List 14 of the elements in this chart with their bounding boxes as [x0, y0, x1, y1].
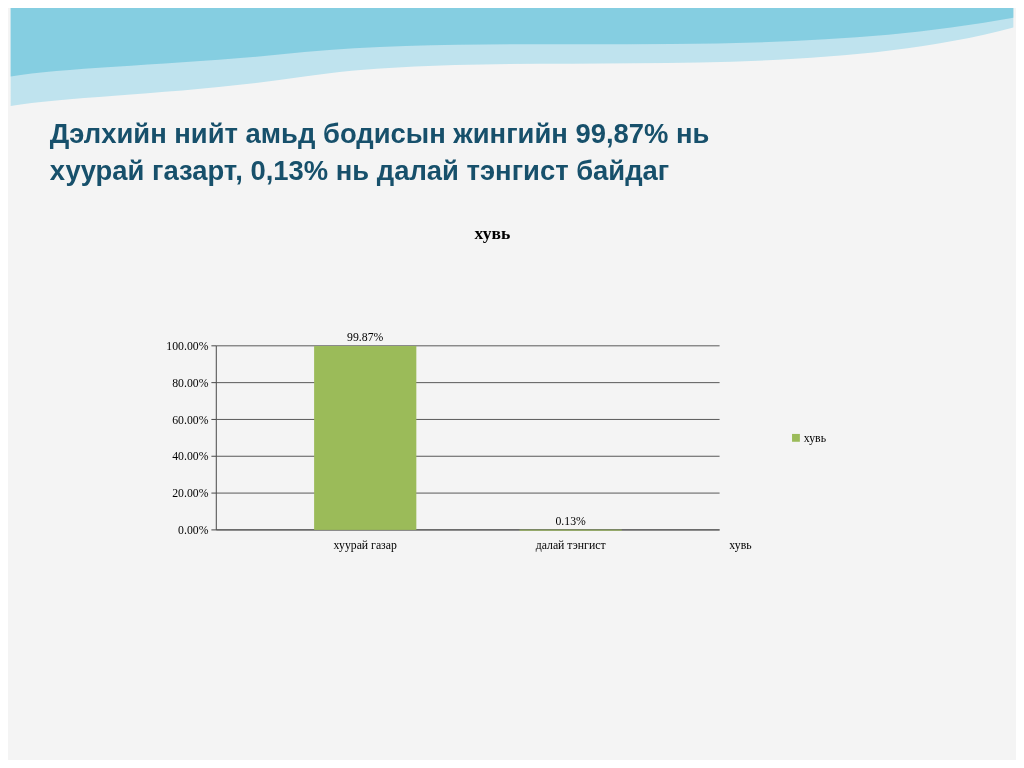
data-label: 0.13%: [555, 514, 587, 528]
legend-label: хувь: [803, 431, 827, 445]
x-tick-label: далай тэнгист: [535, 539, 606, 553]
x-tick-label: хуурай газар: [333, 539, 397, 553]
y-tick-label: 80.00%: [172, 376, 209, 390]
y-tick-label: 100.00%: [166, 339, 209, 353]
chart-subtitle: хувь: [474, 223, 511, 244]
data-label: 99.87%: [347, 331, 384, 345]
chart-title: Дэлхийн нийт амьд бодисын жингийн 99,87% нь хуурай газарт, 0,13% нь далай тэнгист байдаг: [49, 118, 710, 187]
y-tick-label: 20.00%: [172, 487, 209, 501]
text: хувь: [729, 539, 752, 553]
y-tick-label: 0.00%: [178, 524, 209, 538]
y-tick-label: 60.00%: [172, 413, 209, 427]
y-tick-label: 40.00%: [172, 450, 209, 464]
